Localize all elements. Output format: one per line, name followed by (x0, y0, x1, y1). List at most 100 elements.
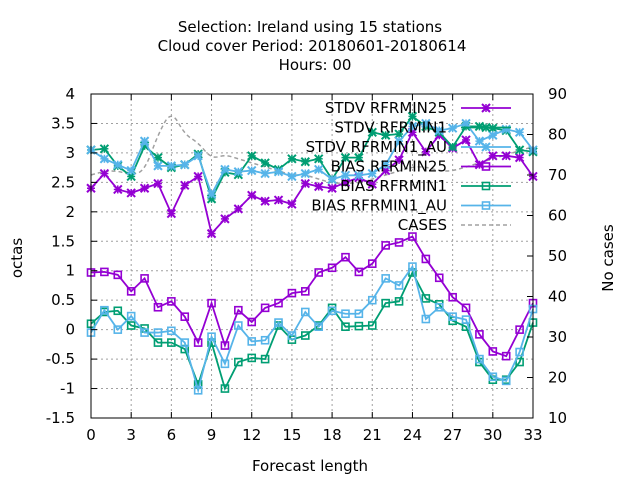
data-point (193, 171, 203, 182)
data-point (434, 302, 444, 312)
data-point (340, 152, 351, 163)
data-point (113, 184, 123, 195)
data-point (488, 151, 498, 161)
data-point (247, 337, 257, 346)
data-point (126, 321, 136, 330)
data-point (180, 159, 190, 170)
data-point (501, 376, 511, 386)
y2-tick-label: 60 (548, 207, 567, 225)
data-point (300, 168, 311, 179)
title-line-2: Cloud cover Period: 20180601-20180614 (158, 37, 467, 55)
x-tick-label: 3 (126, 426, 136, 444)
y2-tick-label: 50 (548, 247, 567, 265)
data-point (247, 317, 257, 327)
ticks: 0 3 6 9 12 15 18 21 24 27 30 33 -1.5 -1 -0.5 0 0.5 1 1.5 2 2… (46, 85, 567, 444)
data-point (354, 170, 364, 181)
x-tick-label: 27 (443, 426, 462, 444)
data-point (514, 127, 525, 137)
series-line (90, 115, 534, 184)
legend-label: BIAS RFRMIN25 (331, 158, 447, 176)
data-point (287, 154, 297, 164)
data-point (193, 386, 203, 395)
data-point (394, 238, 404, 247)
data-point (421, 147, 431, 157)
data-point (488, 347, 498, 356)
data-point (327, 174, 337, 185)
x-tick-label: 24 (403, 426, 422, 444)
data-point (220, 341, 230, 350)
data-point (394, 281, 404, 290)
data-point (408, 232, 417, 241)
y-tick-label: 0 (65, 321, 75, 339)
data-point (180, 180, 190, 191)
series-line (90, 130, 534, 236)
data-point (113, 306, 123, 316)
y-tick-label: 0.5 (51, 291, 75, 309)
data-point (234, 305, 243, 315)
series-line (90, 115, 534, 202)
series-bias-rfrmin1-au (86, 262, 538, 395)
data-point (354, 321, 364, 331)
data-point (327, 183, 337, 193)
data-point (234, 357, 243, 367)
data-point (341, 252, 350, 262)
data-point (313, 154, 324, 164)
data-point (207, 332, 216, 342)
y-tick-label: -1 (60, 380, 75, 398)
data-point (166, 208, 177, 219)
data-point (314, 322, 323, 331)
data-point (140, 274, 149, 283)
legend-marker (481, 162, 491, 171)
data-point (234, 321, 243, 330)
data-point (180, 312, 190, 321)
legend-label: BIAS RFRMIN1 (340, 177, 447, 195)
data-point (367, 259, 377, 268)
data-point (153, 302, 163, 312)
data-point (461, 118, 471, 129)
data-point (448, 292, 457, 302)
data-point (140, 328, 149, 337)
data-point (354, 309, 364, 319)
legend-label: STDV RFRMIN1_AU (306, 138, 447, 157)
data-point (407, 121, 418, 132)
x-tick-label: 18 (323, 426, 342, 444)
data-point (153, 338, 163, 347)
data-point (447, 123, 458, 133)
y2-tick-label: 20 (548, 369, 567, 387)
data-point (327, 306, 337, 316)
data-point (99, 154, 110, 164)
data-point (394, 136, 404, 146)
data-point (100, 267, 109, 277)
data-point (166, 161, 177, 171)
data-point (501, 351, 511, 361)
data-point (260, 335, 270, 345)
series-bias-rfrmin25 (86, 232, 538, 361)
data-point (233, 204, 244, 214)
data-point (167, 297, 176, 306)
data-point (287, 288, 297, 298)
data-point (167, 338, 176, 347)
data-point (220, 164, 230, 175)
x-tick-label: 12 (242, 426, 261, 444)
chart-title: Selection: Ireland using 15 stations Clo… (158, 18, 467, 74)
data-point (260, 158, 270, 168)
data-point (515, 325, 524, 334)
y-tick-label: -0.5 (46, 350, 75, 368)
data-point (380, 159, 391, 170)
data-point (113, 325, 123, 334)
data-point (274, 318, 283, 327)
data-point (247, 190, 257, 201)
data-point (126, 188, 136, 198)
data-point (340, 170, 351, 181)
data-point (260, 196, 270, 206)
data-point (313, 164, 324, 175)
data-point (126, 311, 136, 321)
x-tick-label: 33 (523, 426, 542, 444)
data-point (488, 372, 498, 382)
legend-marker (481, 103, 491, 113)
legend-marker (481, 201, 491, 210)
data-point (287, 199, 297, 209)
data-point (407, 111, 418, 122)
